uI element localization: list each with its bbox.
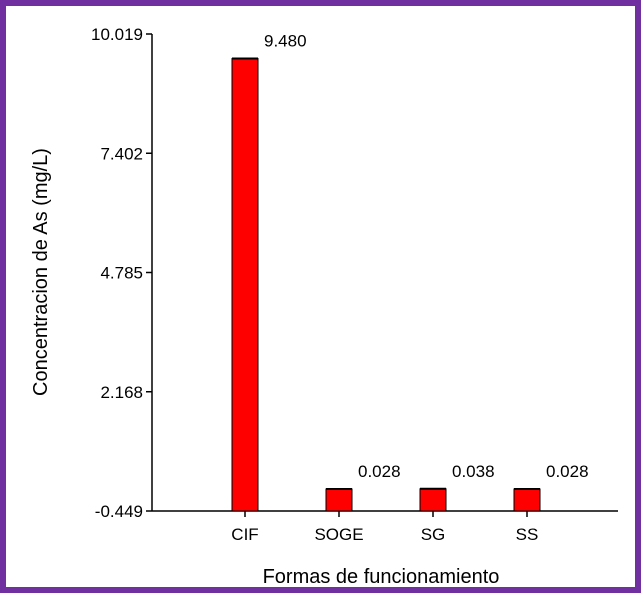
chart-axes bbox=[151, 34, 618, 512]
data-label: 9.480 bbox=[264, 32, 307, 51]
x-tick-label: SG bbox=[421, 525, 446, 544]
y-axis-title: Concentracion de As (mg/L) bbox=[30, 148, 52, 396]
bar-sg bbox=[419, 488, 447, 512]
y-tick-label: 7.402 bbox=[100, 144, 143, 163]
bar-ss bbox=[513, 488, 541, 512]
bar-soge bbox=[325, 488, 353, 512]
y-tick-label: 2.168 bbox=[100, 383, 143, 402]
data-labels: 9.480 0.028 0.038 0.028 bbox=[264, 32, 589, 481]
data-label: 0.028 bbox=[546, 462, 589, 481]
x-ticks: CIF SOGE SG SS bbox=[231, 511, 538, 544]
x-tick-label: SS bbox=[516, 525, 539, 544]
y-tick-label: 10.019 bbox=[91, 25, 143, 44]
data-label: 0.038 bbox=[452, 462, 495, 481]
data-label: 0.028 bbox=[358, 462, 401, 481]
x-tick-label: CIF bbox=[231, 525, 258, 544]
bars bbox=[231, 57, 541, 512]
bar-cif bbox=[231, 58, 259, 512]
y-tick-label: 4.785 bbox=[100, 264, 143, 283]
x-axis-title: Formas de funcionamiento bbox=[263, 566, 500, 588]
x-tick-label: SOGE bbox=[314, 525, 363, 544]
y-ticks: -0.449 2.168 4.785 7.402 10.019 bbox=[91, 25, 152, 521]
y-tick-label: -0.449 bbox=[95, 502, 143, 521]
